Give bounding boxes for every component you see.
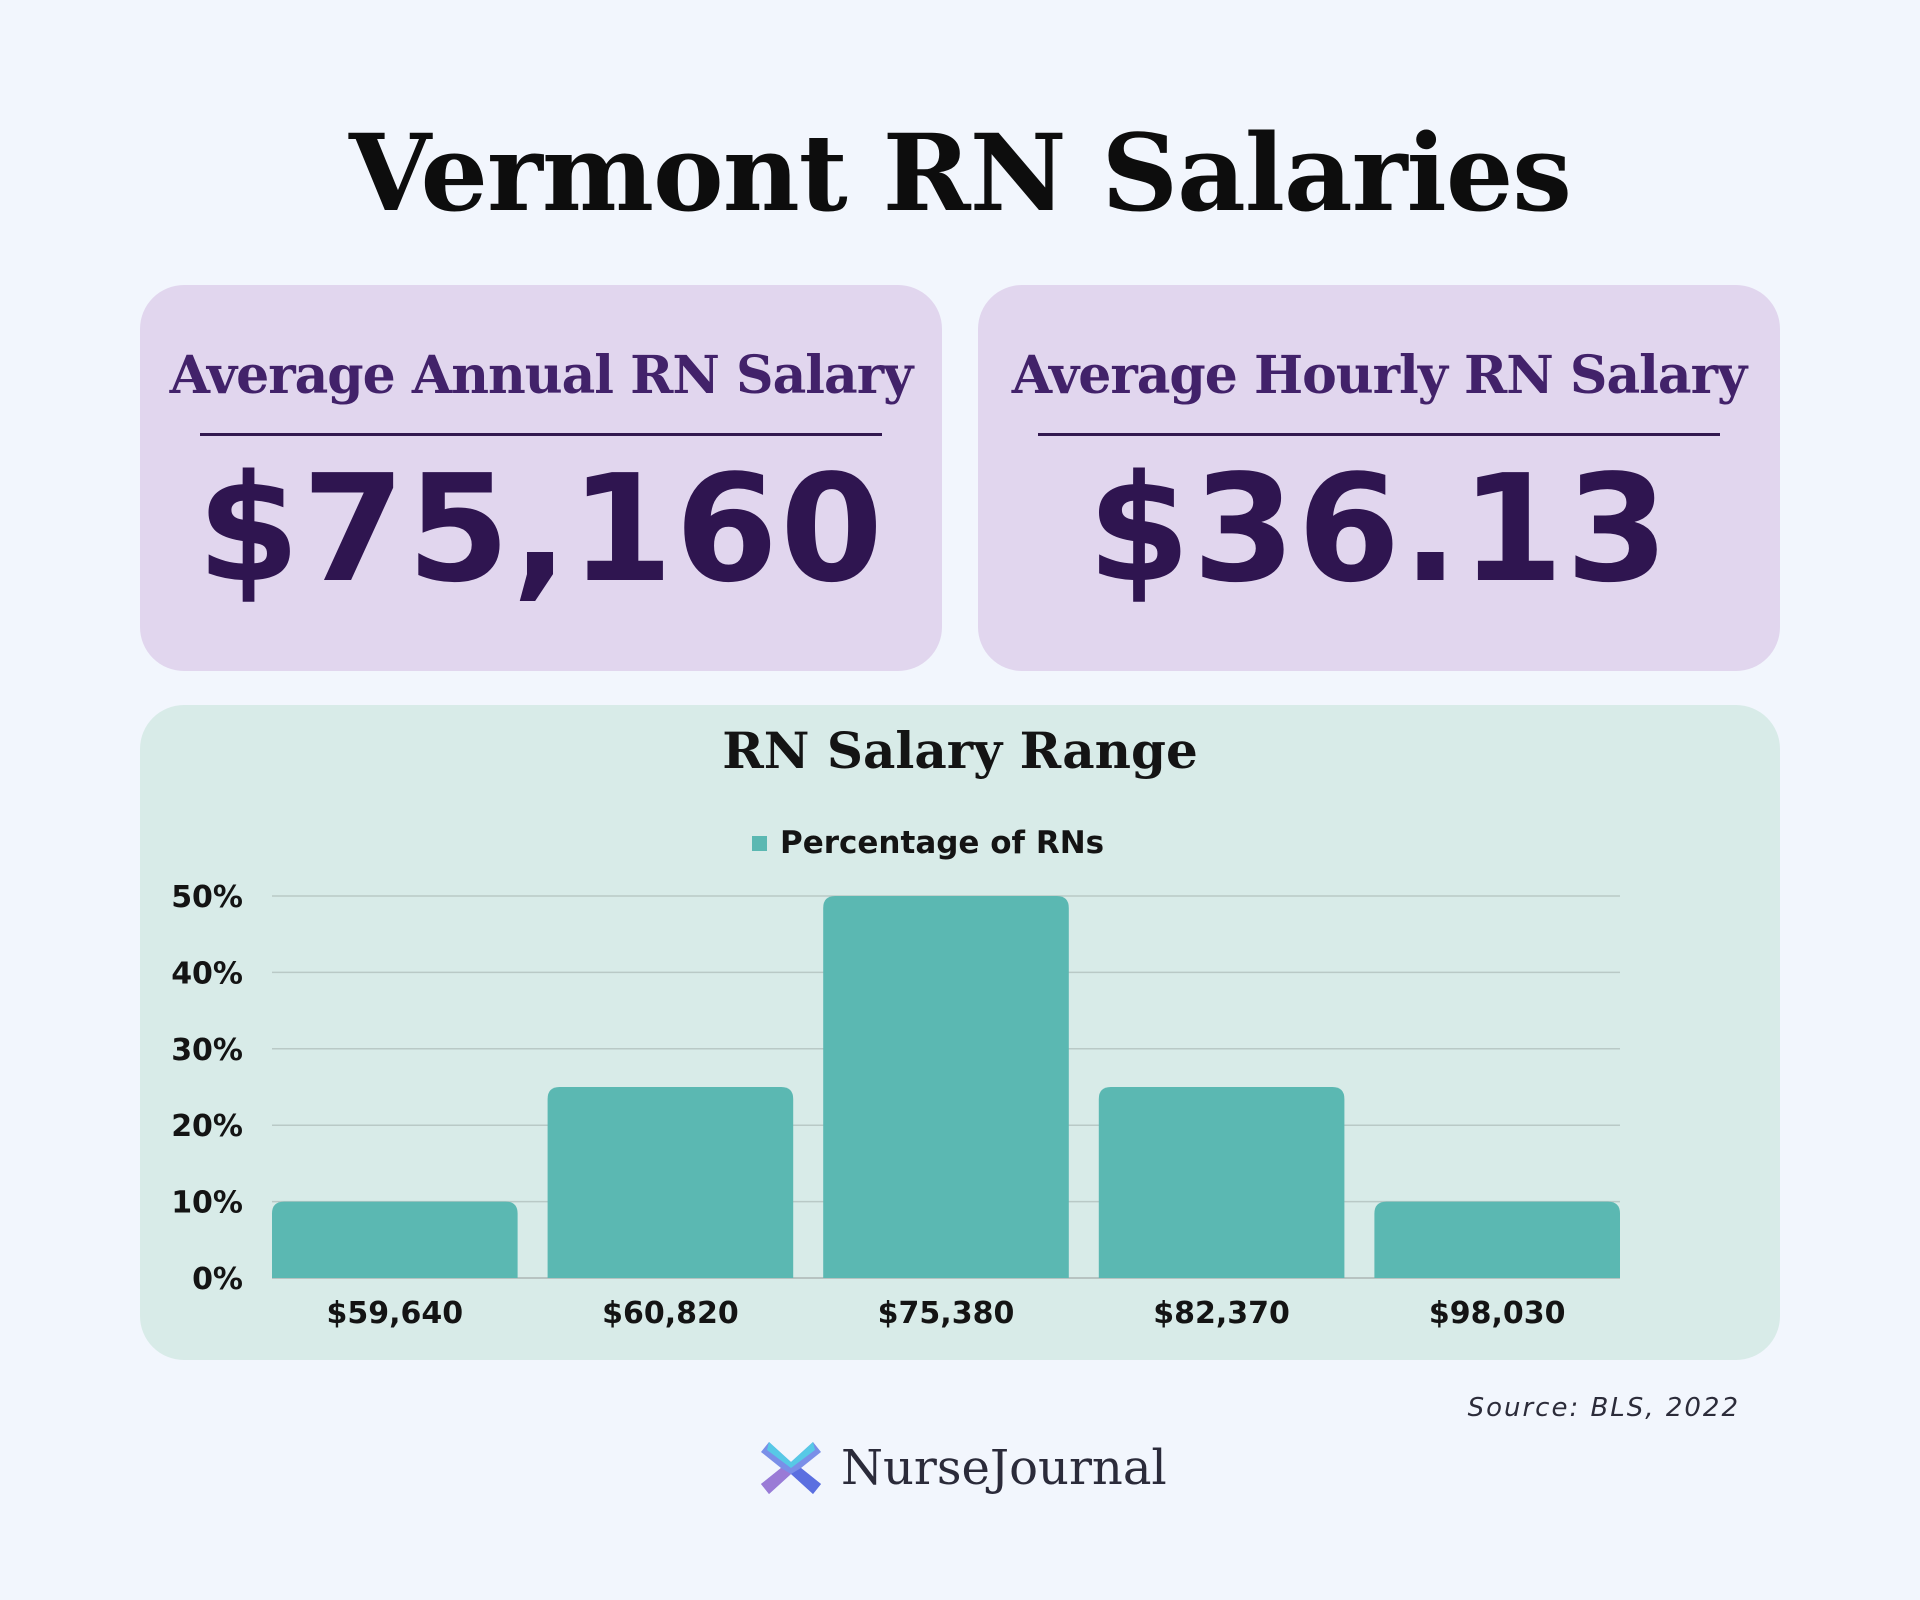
- source-note: Source: BLS, 2022: [1467, 1393, 1740, 1423]
- nursejournal-logo-icon: [761, 1441, 821, 1494]
- hourly-salary-value: $36.13: [1087, 443, 1671, 615]
- legend-label: Percentage of RNs: [780, 825, 1104, 861]
- bar: [1374, 1201, 1620, 1278]
- annual-salary-card: Average Annual RN Salary $75,160: [140, 285, 942, 671]
- salary-range-chart: RN Salary Range Percentage of RNs 0% 10% 2…: [171, 721, 1620, 1331]
- chart-title: RN Salary Range: [722, 721, 1198, 780]
- y-tick-label: 40%: [171, 956, 243, 991]
- hourly-salary-card: Average Hourly RN Salary $36.13: [978, 285, 1780, 671]
- x-tick-label: $98,030: [1429, 1296, 1566, 1331]
- brand-footer: NurseJournal: [755, 1430, 1167, 1505]
- y-tick-label: 0%: [192, 1262, 243, 1297]
- bar: [547, 1087, 794, 1278]
- annual-salary-label: Average Annual RN Salary: [169, 345, 914, 406]
- hourly-salary-divider: [1038, 433, 1720, 436]
- x-tick-label: $59,640: [326, 1296, 463, 1331]
- y-tick-label: 30%: [171, 1033, 243, 1068]
- y-tick-label: 10%: [171, 1186, 243, 1221]
- hourly-salary-label: Average Hourly RN Salary: [1011, 345, 1747, 406]
- x-tick-label: $60,820: [602, 1296, 739, 1331]
- bar: [823, 896, 1069, 1278]
- annual-salary-divider: [200, 433, 882, 436]
- bar: [272, 1201, 518, 1278]
- x-tick-label: $75,380: [878, 1296, 1015, 1331]
- annual-salary-value: $75,160: [196, 443, 886, 615]
- x-tick-label: $82,370: [1153, 1296, 1290, 1331]
- brand-name: NurseJournal: [841, 1439, 1167, 1496]
- y-tick-label: 20%: [171, 1109, 243, 1144]
- page-title: Vermont RN Salaries: [349, 110, 1572, 235]
- legend-swatch: [752, 836, 767, 851]
- bar: [1098, 1087, 1345, 1278]
- y-tick-label: 50%: [171, 880, 243, 915]
- salary-range-chart-panel: RN Salary Range Percentage of RNs 0% 10% 2…: [140, 705, 1780, 1360]
